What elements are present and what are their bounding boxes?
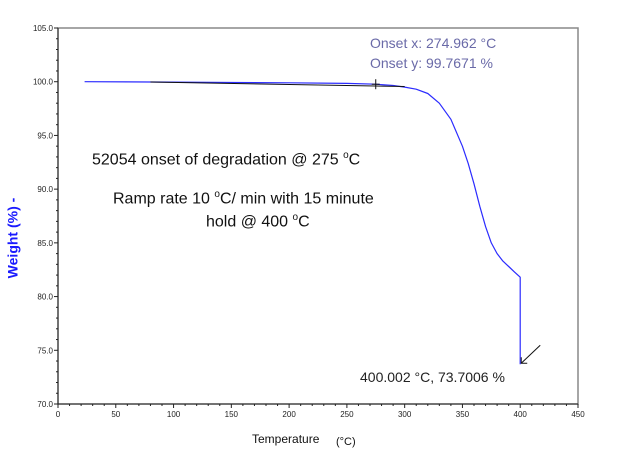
x-tick-label: 450 [571,410,585,419]
x-tick-label: 350 [456,410,470,419]
x-tick-label: 0 [56,410,61,419]
x-axis-unit: (°C) [336,436,356,448]
weight-curve [84,81,521,365]
note-ramp: Ramp rate 10 oC/ min with 15 minute [113,189,374,208]
x-tick-label: 250 [340,410,354,419]
y-tick-label: 90.0 [37,185,53,194]
onset-tangent-line [150,81,405,88]
y-tick-label: 70.0 [37,400,53,409]
x-tick-label: 200 [282,410,296,419]
x-tick-label: 400 [514,410,528,419]
endpoint-arrow [520,344,541,364]
x-tick-label: 300 [398,410,412,419]
y-axis-label: Weight (%) - [4,197,21,279]
onset-x-label: Onset x: 274.962 °C [370,35,497,51]
y-tick-label: 100.0 [33,78,54,87]
x-tick-label: 100 [167,410,181,419]
plot-frame [57,27,579,405]
x-tick-label: 150 [225,410,239,419]
x-tick-label: 50 [111,410,120,419]
onset-y-label: Onset y: 99.7671 % [370,55,493,71]
y-tick-label: 105.0 [33,24,54,33]
note-onset: 52054 onset of degradation @ 275 oC [92,150,361,169]
endpoint-label: 400.002 °C, 73.7006 % [360,369,505,385]
note-hold: hold @ 400 oC [206,212,310,231]
y-tick-label: 95.0 [37,131,53,140]
endpoint-arrowhead [520,357,528,364]
y-tick-label: 85.0 [37,239,53,248]
y-tick-label: 80.0 [37,293,53,302]
x-axis-label: Temperature [252,432,320,446]
y-tick-label: 75.0 [37,346,53,355]
